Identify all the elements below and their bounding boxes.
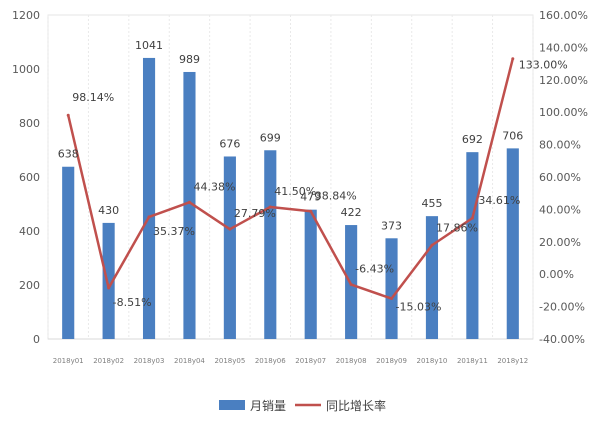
- y-right-tick-label: 20.00%: [539, 236, 581, 249]
- y-right-tick-label: 40.00%: [539, 203, 581, 216]
- y-right-tick-label: 80.00%: [539, 139, 581, 152]
- bar: [102, 222, 115, 339]
- line-value-label: -15.03%: [396, 301, 442, 314]
- x-tick-label: 2018y05: [214, 357, 245, 365]
- legend-line-label: 同比增长率: [326, 398, 386, 413]
- line-point: [147, 215, 151, 219]
- bar-value-label: 989: [179, 53, 200, 66]
- line-value-label: 35.37%: [153, 225, 195, 238]
- line-point: [511, 57, 515, 61]
- y-right-tick-label: 0.00%: [539, 268, 574, 281]
- line-point: [66, 113, 70, 117]
- x-tick-label: 2018y12: [497, 357, 528, 365]
- y-right-tick-label: 60.00%: [539, 171, 581, 184]
- line-point: [268, 205, 272, 209]
- line-point: [107, 286, 111, 290]
- line-value-label: -8.51%: [113, 296, 152, 309]
- bar: [183, 71, 196, 339]
- bar-value-label: 676: [219, 137, 240, 150]
- bar-value-label: 638: [58, 148, 79, 161]
- line-point: [390, 297, 394, 301]
- bar-value-label: 692: [462, 133, 483, 146]
- line-value-label: 27.79%: [234, 207, 276, 220]
- x-tick-label: 2018y11: [457, 357, 488, 365]
- line-point: [228, 227, 232, 231]
- y-right-tick-label: -40.00%: [539, 333, 585, 346]
- bar: [385, 238, 398, 339]
- bar: [506, 148, 519, 339]
- y-right-tick-label: -20.00%: [539, 301, 585, 314]
- line-value-label: 38.84%: [315, 189, 357, 202]
- line-value-label: 133.00%: [519, 59, 568, 72]
- x-tick-label: 2018y06: [255, 357, 286, 365]
- bar-value-label: 706: [502, 129, 523, 142]
- legend-bar-swatch: [219, 400, 245, 410]
- y-left-tick-label: 0: [33, 333, 40, 346]
- bar-value-label: 699: [260, 131, 281, 144]
- y-left-tick-label: 400: [19, 225, 40, 238]
- bar-value-label: 373: [381, 219, 402, 232]
- x-tick-label: 2018y10: [417, 357, 448, 365]
- bar: [304, 209, 317, 339]
- x-tick-label: 2018y02: [93, 357, 124, 365]
- y-left-tick-label: 800: [19, 117, 40, 130]
- line-value-label: 34.61%: [478, 194, 520, 207]
- line-value-label: 44.38%: [193, 180, 235, 193]
- x-tick-label: 2018y04: [174, 357, 205, 365]
- y-right-tick-label: 120.00%: [539, 74, 588, 87]
- growth-line: [66, 58, 515, 300]
- line-value-label: 41.50%: [274, 185, 316, 198]
- y-left-tick-label: 600: [19, 171, 40, 184]
- x-tick-label: 2018y08: [336, 357, 367, 365]
- y-right-tick-label: 160.00%: [539, 9, 588, 22]
- x-tick-label: 2018y03: [134, 357, 165, 365]
- bar: [62, 166, 75, 339]
- bar: [142, 57, 156, 340]
- bar-value-label: 430: [98, 204, 119, 217]
- line-point: [349, 283, 353, 287]
- legend-bar-label: 月销量: [250, 399, 286, 413]
- bar: [425, 216, 439, 339]
- line-value-label: -6.43%: [355, 263, 394, 276]
- y-left-tick-label: 1000: [12, 63, 40, 76]
- x-tick-label: 2018y01: [53, 357, 84, 365]
- y-right-tick-label: 140.00%: [539, 41, 588, 54]
- line-point: [470, 216, 474, 220]
- bar-value-label: 479: [300, 191, 321, 204]
- bar: [264, 150, 277, 339]
- bar-value-label: 1041: [135, 39, 163, 52]
- line-point: [430, 243, 434, 247]
- x-tick-label: 2018y07: [295, 357, 326, 365]
- line-point: [309, 209, 313, 213]
- y-right-tick-label: 100.00%: [539, 106, 588, 119]
- line-point: [187, 200, 191, 204]
- bar-value-label: 455: [421, 197, 442, 210]
- bar: [466, 152, 479, 339]
- x-tick-label: 2018y09: [376, 357, 407, 365]
- y-left-tick-label: 200: [19, 279, 40, 292]
- line-value-label: 17.86%: [436, 221, 478, 234]
- line-value-label: 98.14%: [72, 91, 114, 104]
- bar: [223, 156, 236, 339]
- y-left-tick-label: 1200: [12, 9, 40, 22]
- bar-value-label: 422: [341, 206, 362, 219]
